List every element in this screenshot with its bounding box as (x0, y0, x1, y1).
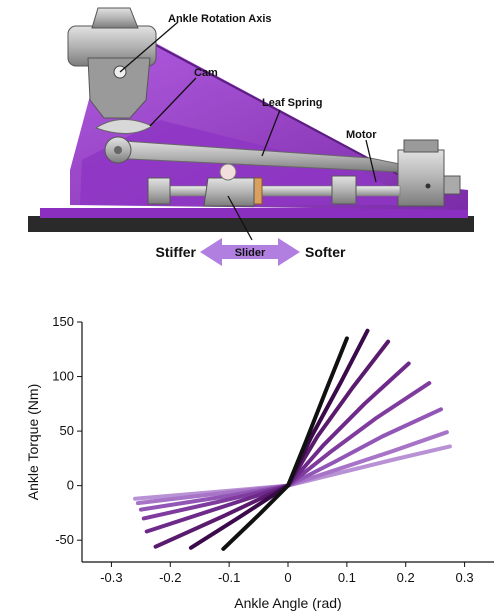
chart-axes: -0.3 -0.2 -0.1 0 0.1 0.2 0.3 -50 0 50 100 150 (52, 314, 494, 585)
callout-line-leaf-spring (261, 109, 281, 157)
ankle-knob (91, 7, 139, 29)
label-ankle-rotation-axis: Ankle Rotation Axis (168, 13, 272, 25)
y-tick-label: 0 (67, 478, 74, 493)
slider-roller (219, 163, 237, 181)
x-tick-label: 0.2 (397, 570, 415, 585)
x-tick-label: -0.1 (218, 570, 240, 585)
callout-line-cam (149, 77, 197, 127)
y-axis-label: Ankle Torque (Nm) (25, 384, 41, 500)
series-line-8 (133, 444, 452, 501)
mechanism-diagram: Ankle Rotation Axis Cam Leaf Spring Moto… (28, 7, 474, 266)
chart-series (133, 328, 452, 551)
y-tick-label: 100 (52, 369, 74, 384)
screw-coupler (331, 175, 357, 205)
x-tick-label: -0.3 (100, 570, 122, 585)
series-line-1 (221, 336, 349, 551)
motor-shaft-end (443, 175, 461, 195)
series-line-6 (138, 407, 443, 512)
callout-line-slider (227, 195, 253, 241)
base-plate-top (40, 208, 468, 218)
base-plate (28, 216, 474, 232)
x-tick-label: 0 (284, 570, 291, 585)
y-tick-label: -50 (55, 532, 74, 547)
label-softer: Softer (305, 244, 346, 260)
motor-pin (425, 183, 431, 189)
y-tick-label: 50 (60, 423, 74, 438)
label-slider: Slider (235, 247, 266, 259)
roller-hub (114, 146, 122, 154)
lead-screw (149, 185, 401, 197)
label-stiffer: Stiffer (156, 244, 197, 260)
series-line-4 (144, 361, 411, 534)
slider-block (203, 177, 255, 207)
x-tick-label: 0.1 (338, 570, 356, 585)
y-tick-label: 150 (52, 314, 74, 329)
label-cam: Cam (194, 67, 218, 79)
torque-angle-chart: -0.3 -0.2 -0.1 0 0.1 0.2 0.3 -50 0 50 100 150 Ankle… (25, 314, 494, 611)
callout-line-motor (365, 139, 377, 183)
stiffer-softer-arrow (200, 238, 300, 266)
series-line-2 (188, 328, 370, 550)
x-tick-label: -0.2 (159, 570, 181, 585)
callout-line-ankle-axis (119, 21, 179, 73)
motor-cap (403, 139, 439, 153)
series-line-3 (153, 339, 391, 549)
motor-body (397, 149, 445, 207)
label-motor: Motor (346, 129, 377, 141)
series-line-5 (141, 381, 432, 521)
x-tick-label: 0.3 (456, 570, 474, 585)
x-axis-label: Ankle Angle (rad) (234, 595, 341, 611)
cam-body (87, 57, 151, 119)
label-leaf-spring: Leaf Spring (262, 97, 323, 109)
screw-nut (147, 177, 171, 205)
series-line-7 (135, 430, 449, 506)
cam-blade (94, 119, 154, 134)
